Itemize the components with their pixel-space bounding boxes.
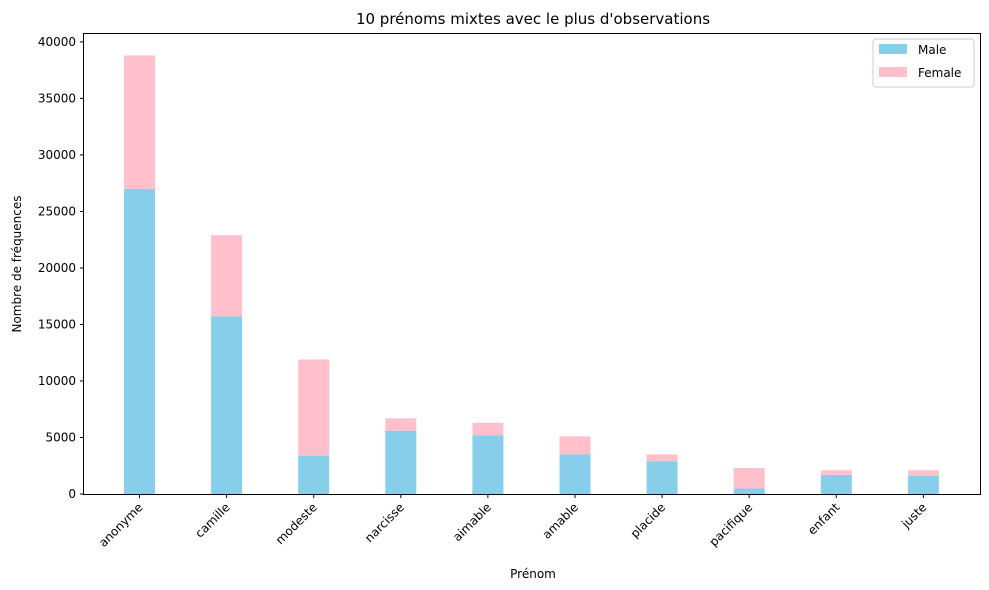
- bar-female-juste: [907, 470, 939, 476]
- x-axis-label: Prénom: [510, 567, 556, 581]
- x-tick-label: anonyme: [96, 500, 146, 550]
- x-tick-label: aimable: [450, 500, 494, 544]
- bar-female-pacifique: [733, 468, 765, 489]
- x-tick-label: juste: [898, 500, 929, 531]
- bars-group: [124, 55, 939, 494]
- y-tick-label: 35000: [38, 91, 76, 105]
- y-axis-label: Nombre de fréquences: [10, 195, 24, 332]
- legend: Male Female: [872, 38, 975, 88]
- legend-label-male: Male: [918, 43, 946, 57]
- x-tick-label: amable: [540, 500, 582, 542]
- y-tick-label: 15000: [38, 317, 76, 331]
- bar-female-narcisse: [385, 418, 417, 431]
- bar-male-placide: [646, 461, 678, 494]
- y-axis: 0 5000 10000 15000 20000 25000 30000 35000 40000: [38, 35, 84, 501]
- bar-male-amable: [559, 454, 591, 494]
- bar-male-modeste: [298, 455, 330, 494]
- bar-male-anonyme: [124, 188, 155, 494]
- bar-male-juste: [907, 475, 939, 494]
- bar-male-narcisse: [385, 430, 417, 494]
- x-tick-label: camille: [192, 500, 232, 540]
- chart-title: 10 prénoms mixtes avec le plus d'observa…: [356, 10, 710, 28]
- y-tick-label: 0: [68, 487, 76, 501]
- y-tick-label: 10000: [38, 374, 76, 388]
- x-tick-label: pacifique: [706, 500, 755, 549]
- x-axis: anonyme camille modeste narcisse aimable amab…: [96, 494, 930, 550]
- x-tick-label: placide: [628, 500, 668, 540]
- bar-male-camille: [211, 316, 243, 494]
- legend-label-female: Female: [918, 66, 961, 80]
- legend-swatch-female: [879, 67, 907, 77]
- legend-swatch-male: [879, 44, 907, 54]
- x-tick-label: narcisse: [362, 500, 407, 545]
- bar-female-enfant: [820, 470, 852, 475]
- bar-female-amable: [559, 436, 591, 455]
- y-tick-label: 5000: [45, 430, 76, 444]
- plot-frame: [83, 33, 981, 495]
- bar-male-enfant: [820, 474, 852, 494]
- y-tick-label: 30000: [38, 148, 76, 162]
- x-tick-label: enfant: [805, 500, 843, 538]
- bar-female-aimable: [472, 422, 504, 436]
- bar-male-aimable: [472, 435, 504, 494]
- bar-female-placide: [646, 454, 678, 462]
- x-tick-label: modeste: [273, 500, 320, 547]
- bar-female-camille: [211, 235, 243, 317]
- bar-female-anonyme: [124, 55, 155, 189]
- bar-male-pacifique: [733, 488, 765, 494]
- y-tick-label: 25000: [38, 204, 76, 218]
- bar-female-modeste: [298, 359, 330, 456]
- y-tick-label: 20000: [38, 261, 76, 275]
- y-tick-label: 40000: [38, 35, 76, 49]
